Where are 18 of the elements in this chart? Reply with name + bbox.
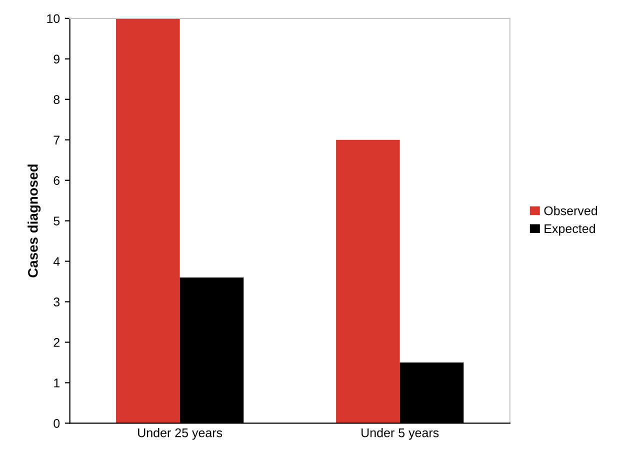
y-tick-label: 10 [47,14,60,24]
x-tick-label: Under 5 years [362,428,439,440]
x-tick-label: Under 25 years [138,428,222,440]
y-tick-label: 8 [54,95,60,104]
y-tick-label: 5 [54,216,60,226]
y-axis-title: Cases diagnosed [28,164,41,278]
legend-label: Expected [544,224,595,236]
legend-label: Observed [544,206,598,216]
bar [336,140,400,424]
y-tick-label: 7 [54,136,60,144]
y-tick-label: 4 [53,257,60,266]
y-tick-label: 3 [54,298,60,306]
bar [116,18,180,424]
y-tick-label: 1 [54,378,60,388]
y-tick-label: 2 [54,338,60,347]
y-tick-label: 6 [54,176,60,185]
y-tick-label: 9 [54,54,60,64]
y-tick-label: 0 [54,419,60,428]
